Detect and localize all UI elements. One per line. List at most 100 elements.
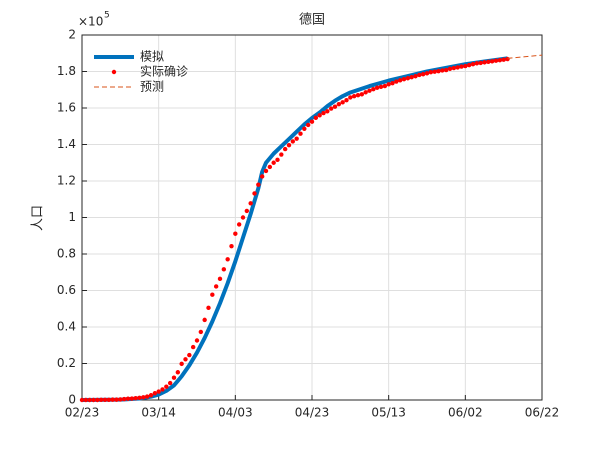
x-tick-label: 04/23 (295, 406, 330, 420)
data-point (348, 95, 353, 100)
data-point (106, 397, 112, 403)
data-point (474, 61, 480, 66)
legend-label: 模拟 (140, 50, 164, 64)
data-point (394, 79, 399, 84)
chart-title: 德国 (299, 13, 325, 28)
data-point (447, 66, 453, 71)
data-point (125, 396, 131, 401)
x-tick-label: 06/02 (448, 406, 483, 420)
data-point (466, 62, 472, 68)
data-point (179, 361, 184, 367)
data-point (459, 64, 464, 69)
data-point (183, 357, 188, 362)
y-tick-label: 0.2 (57, 356, 76, 370)
data-point (351, 93, 357, 99)
data-point (317, 113, 322, 118)
data-point (160, 387, 165, 392)
y-scale-base: ×10 (78, 15, 103, 29)
data-point (102, 397, 108, 403)
data-point (236, 222, 242, 227)
data-point (401, 76, 407, 82)
data-point (275, 157, 280, 163)
data-point (294, 136, 299, 141)
data-point (144, 394, 150, 399)
data-point (443, 67, 449, 73)
data-point (340, 100, 345, 105)
data-point (355, 93, 361, 98)
data-point (478, 60, 483, 66)
data-point (440, 68, 445, 73)
y-axis-label: 人口 (31, 205, 46, 231)
data-point (271, 160, 276, 165)
data-point (279, 152, 284, 157)
data-point (417, 72, 422, 78)
data-point (298, 131, 303, 136)
x-tick-label: 02/23 (65, 406, 100, 420)
data-point (171, 375, 177, 380)
data-point (363, 90, 368, 95)
data-point (382, 83, 388, 89)
data-point (302, 126, 307, 132)
data-point (470, 61, 476, 67)
data-point (328, 106, 334, 111)
data-point (451, 65, 457, 71)
data-point (198, 329, 204, 335)
data-point (98, 397, 104, 403)
data-point (420, 72, 426, 77)
data-point (225, 257, 230, 262)
data-point (486, 59, 491, 65)
data-point (114, 397, 119, 402)
data-point (428, 70, 434, 75)
data-point (229, 243, 234, 249)
data-point (194, 338, 200, 343)
data-point (137, 395, 142, 401)
data-point (87, 397, 92, 403)
data-point (83, 397, 89, 403)
data-point (156, 389, 161, 394)
data-point (252, 191, 257, 196)
data-point (305, 122, 311, 128)
data-point (482, 60, 487, 65)
y-tick-label: 0.6 (57, 283, 76, 297)
data-point (256, 182, 261, 187)
y-tick-label: 1.6 (57, 101, 76, 115)
data-point (206, 305, 211, 311)
data-point (390, 80, 395, 86)
y-tick-label: 1.4 (57, 137, 76, 151)
x-tick-label: 06/22 (525, 406, 560, 420)
data-point (248, 201, 253, 206)
data-point (344, 97, 349, 103)
data-point (309, 119, 315, 124)
x-tick-label: 05/13 (371, 406, 406, 420)
data-point (463, 63, 468, 69)
data-point (263, 168, 269, 174)
data-point (413, 74, 418, 79)
plot-frame (81, 34, 543, 401)
data-point (436, 68, 441, 74)
data-point (167, 380, 173, 386)
data-point (129, 396, 135, 401)
data-point (409, 74, 414, 80)
legend-label: 实际确诊 (140, 64, 188, 79)
data-point (371, 87, 376, 92)
data-point (221, 267, 227, 272)
data-point (152, 391, 158, 396)
y-tick-label: 2 (68, 28, 76, 42)
data-point (359, 92, 365, 97)
data-point (332, 104, 338, 109)
data-point (175, 370, 181, 375)
data-point (187, 352, 192, 358)
model-line (81, 56, 508, 402)
data-point (133, 395, 138, 401)
legend-label: 预测 (140, 80, 164, 94)
data-point (424, 71, 430, 76)
data-point (259, 174, 265, 179)
data-point (374, 85, 380, 90)
forecast-line (507, 54, 543, 59)
data-point (213, 284, 219, 289)
y-tick-label: 0.4 (57, 320, 76, 334)
data-point (202, 317, 207, 323)
data-point (110, 397, 115, 402)
